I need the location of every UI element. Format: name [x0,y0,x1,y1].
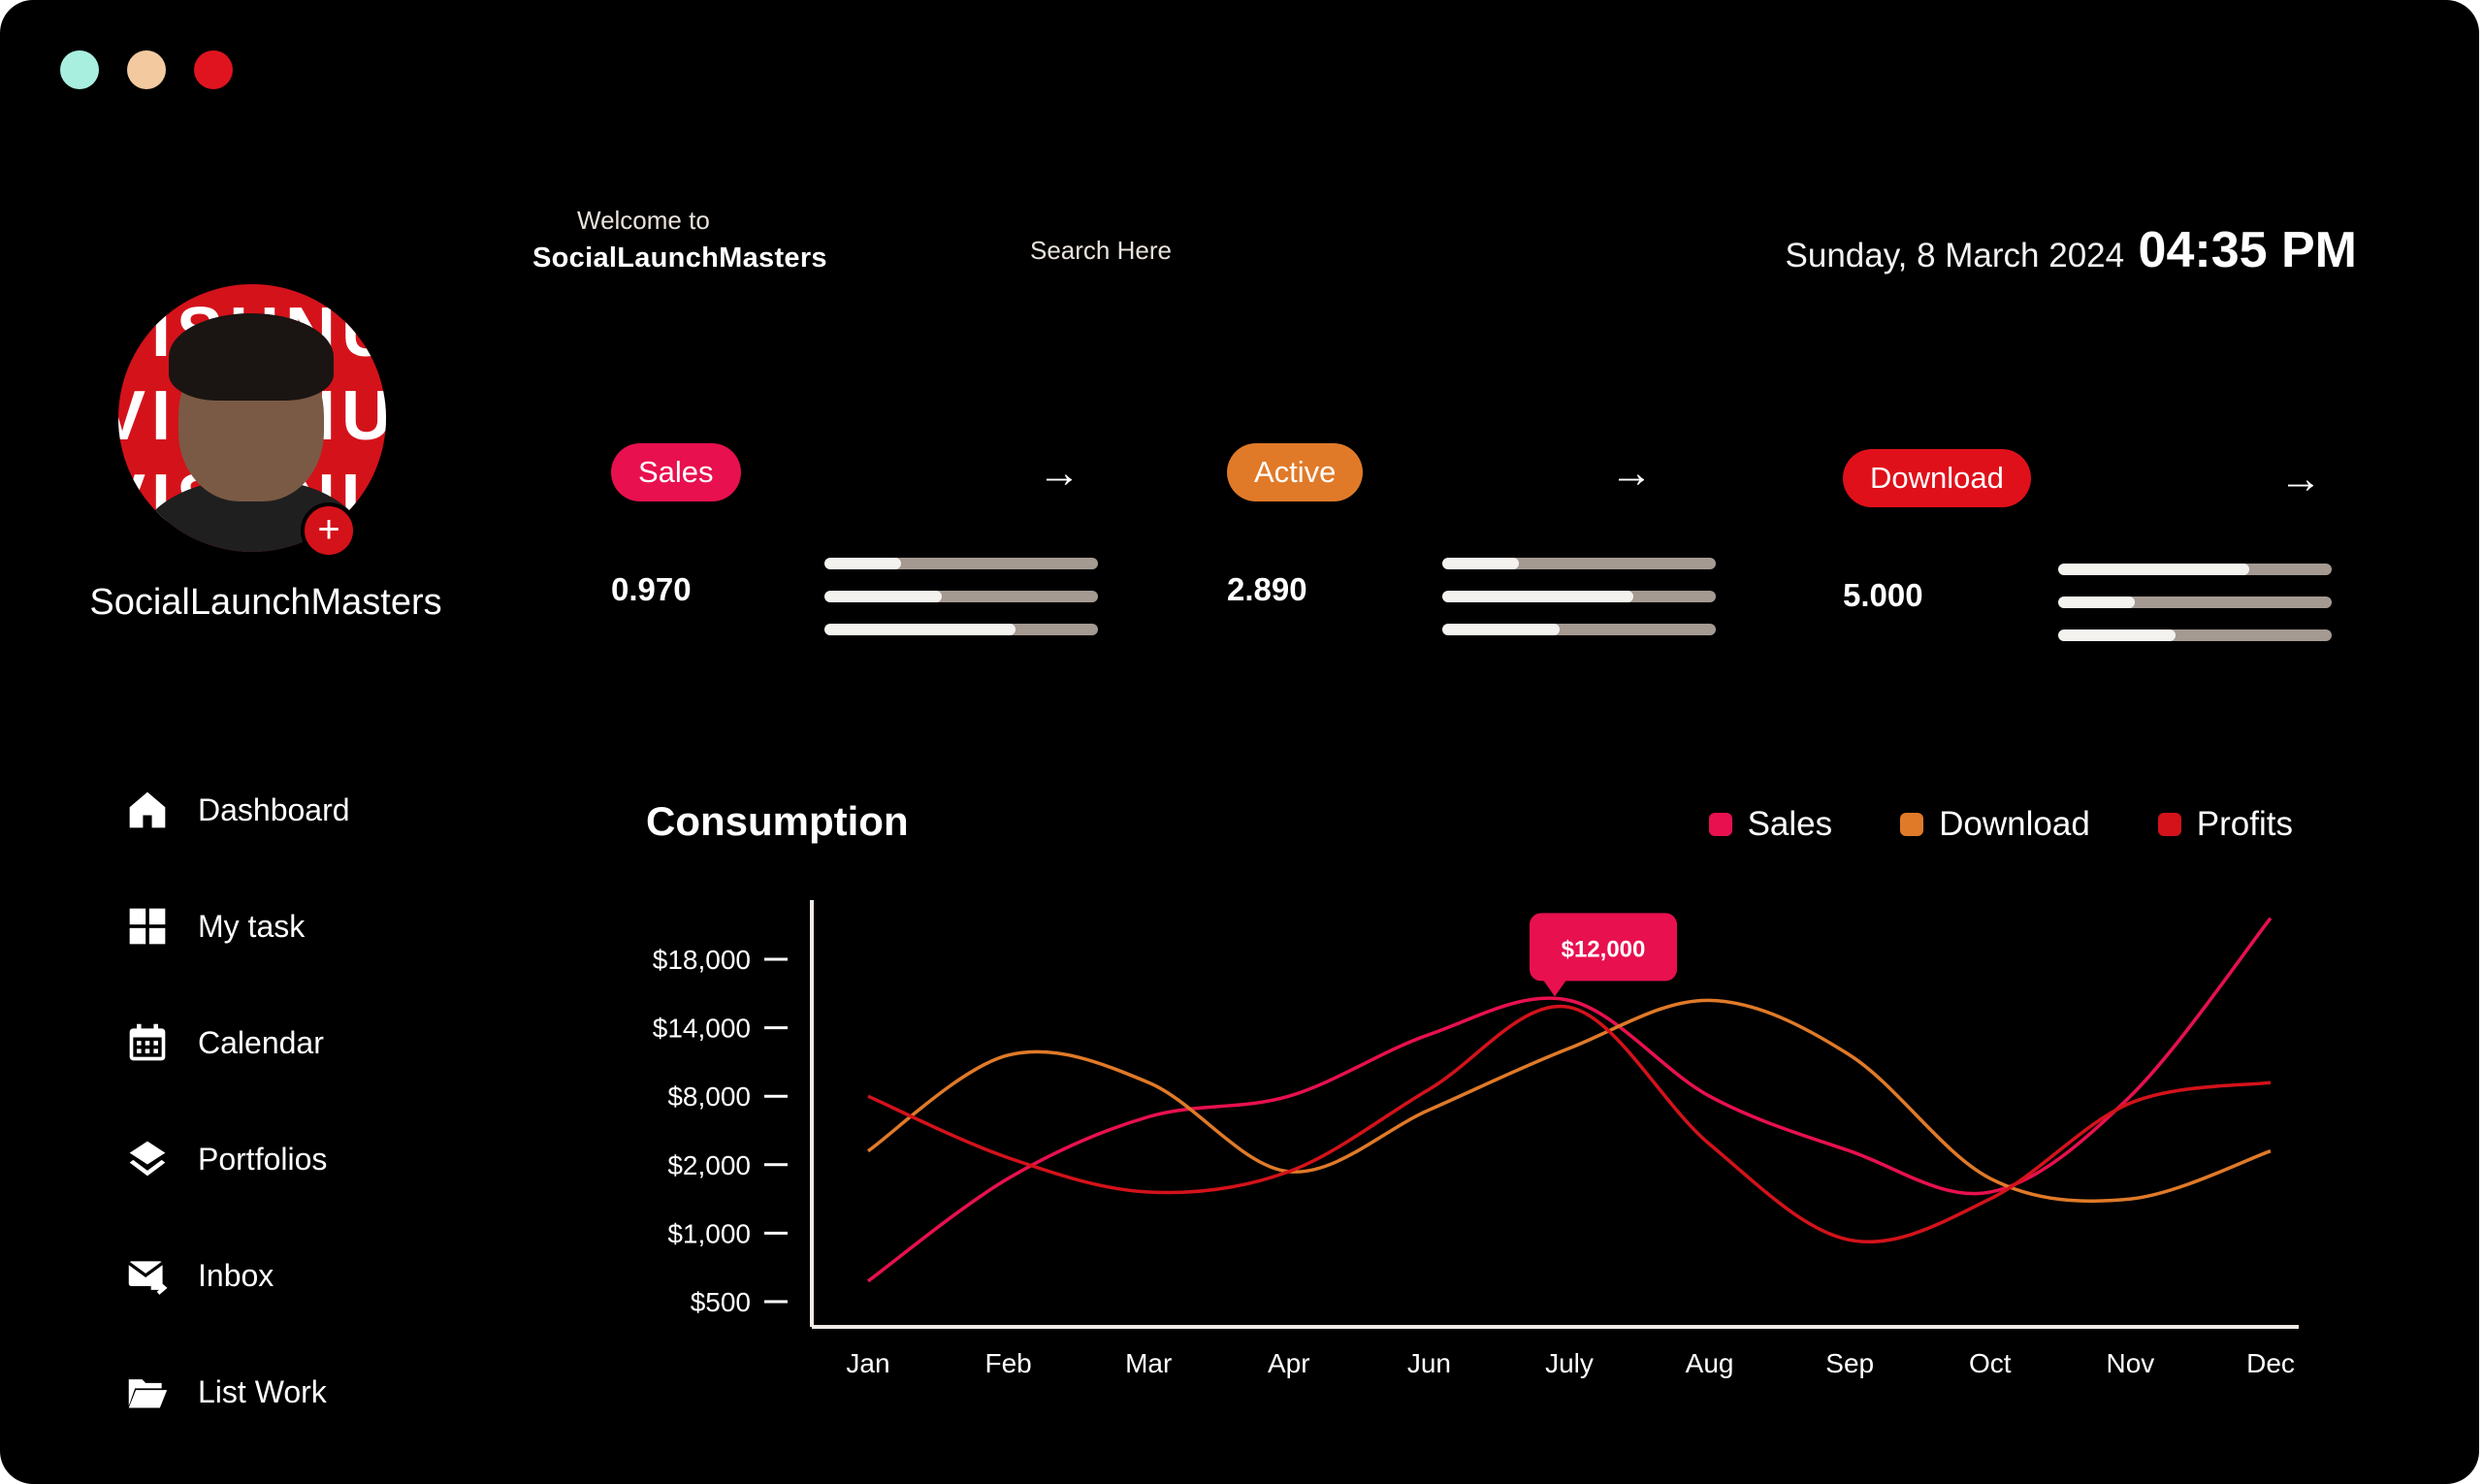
consumption-chart: $18,000 $14,000 $8,000 $2,000 $1,000 $500 Jan F… [653,900,2299,1378]
y-tick-label: $14,000 [653,1014,751,1044]
search-input[interactable]: Search Here [1030,236,1172,265]
progress-bar [824,624,1098,635]
x-tick-label: Aug [1686,1348,1734,1378]
stat-card-active: Active → 2.890 [1227,443,1809,676]
x-tick-label: Jan [846,1348,889,1378]
grid-icon [129,908,166,945]
sidebar-item-dashboard[interactable]: Dashboard [126,781,350,839]
series-line-sales [866,917,2273,1283]
sidebar-item-label: List Work [198,1373,327,1409]
x-tick-label: Mar [1125,1348,1172,1378]
sidebar-item-portfolios[interactable]: Portfolios [126,1130,350,1188]
stat-bars [1442,558,1716,657]
sidebar-item-my-task[interactable]: My task [126,897,350,955]
tooltip-pointer [1543,980,1566,997]
x-tick-label: Apr [1268,1348,1310,1378]
legend-label: Sales [1747,805,1833,843]
stat-bars [2058,564,2332,662]
current-date: Sunday, 8 March 2024 [1785,237,2125,274]
x-tick-label: Sep [1825,1348,1874,1378]
stat-card-sales: Sales → 0.970 [611,443,1193,676]
x-tick-label: Jun [1407,1348,1451,1378]
series-line-profits [867,1004,2272,1244]
chart-legend: Sales Download Profits [1641,805,2293,844]
x-tick-label: Oct [1969,1348,2012,1378]
add-photo-button[interactable]: + [301,502,357,559]
sidebar-item-inbox[interactable]: Inbox [126,1246,350,1305]
tooltip-box [1530,913,1677,982]
arrow-right-icon[interactable]: → [1610,449,1653,497]
legend-label: Download [1939,805,2090,843]
x-tick-label: Dec [2246,1348,2295,1378]
profile-name: SocialLaunchMasters [89,582,442,623]
sales-pill[interactable]: Sales [611,443,741,501]
sidebar-item-calendar[interactable]: Calendar [126,1014,350,1072]
legend-label: Profits [2196,805,2293,843]
legend-sales[interactable]: Sales [1708,805,1833,844]
download-pill[interactable]: Download [1843,449,2031,507]
current-time: 04:35 PM [2138,222,2357,278]
sidebar-item-label: Dashboard [198,791,350,827]
progress-bar [1442,558,1716,569]
mail-icon [127,1261,168,1295]
tooltip-label: $12,000 [1562,936,1646,962]
arrow-right-icon[interactable]: → [1038,449,1080,497]
minimize-button[interactable] [60,50,99,89]
stat-card-download: Download → 5.000 [1843,449,2425,682]
sidebar-item-label: Portfolios [198,1141,328,1177]
datetime: Sunday, 8 March 2024 04:35 PM [1786,221,2357,279]
stat-value: 2.890 [1227,571,1307,607]
sidebar-nav: Dashboard My task Calendar Portfolios In… [126,781,350,1479]
chart-title: Consumption [646,798,909,844]
close-button[interactable] [194,50,233,89]
folder-icon [128,1379,168,1408]
legend-download[interactable]: Download [1900,805,2090,844]
progress-bar [1442,591,1716,602]
stat-bars [824,558,1098,657]
progress-bar [1442,624,1716,635]
sidebar-item-label: My task [198,908,306,944]
progress-bar [824,591,1098,602]
sidebar-item-list-work[interactable]: List Work [126,1363,350,1421]
progress-bar [2058,597,2332,608]
brand-title: SocialLaunchMasters [532,242,827,274]
y-tick-label: $1,000 [667,1218,751,1248]
avatar-hair [169,313,334,401]
progress-bar [2058,629,2332,641]
y-tick-label: $500 [691,1287,751,1317]
y-tick-label: $18,000 [653,945,751,975]
legend-profits[interactable]: Profits [2157,805,2293,844]
y-tick-label: $8,000 [667,1081,751,1112]
calendar-icon [129,1023,166,1061]
stat-value: 0.970 [611,571,692,607]
layers-icon [129,1141,166,1177]
series-line-download [867,998,2272,1204]
maximize-button[interactable] [127,50,166,89]
home-icon [129,791,166,828]
window-controls [60,50,233,89]
active-pill[interactable]: Active [1227,443,1364,501]
y-tick-label: $2,000 [667,1150,751,1180]
x-tick-label: July [1545,1348,1594,1378]
progress-bar [2058,564,2332,575]
welcome-text: Welcome to [577,206,710,235]
progress-bar [824,558,1098,569]
stat-value: 5.000 [1843,577,1923,613]
x-tick-label: Nov [2107,1348,2155,1378]
arrow-right-icon[interactable]: → [2279,455,2322,502]
avatar[interactable]: VISHNU VISHNU VISHNU [118,284,386,552]
x-tick-label: Feb [984,1348,1031,1378]
sidebar-item-label: Inbox [198,1257,274,1293]
sidebar-item-label: Calendar [198,1024,324,1060]
